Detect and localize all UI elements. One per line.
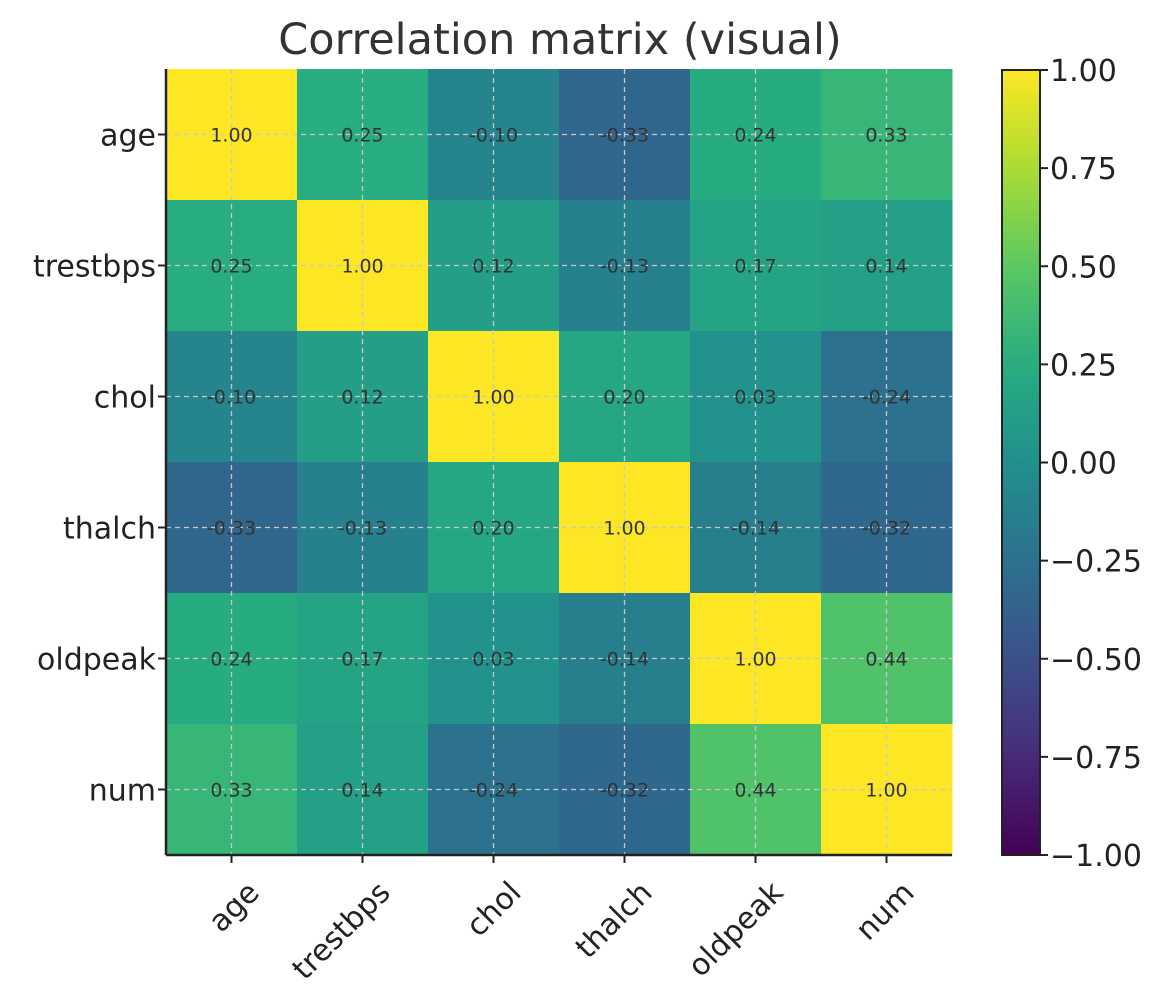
- y-tick-label: trestbps: [33, 250, 156, 285]
- cell-value-label: 0.20: [472, 518, 514, 540]
- colorbar-tick-label: −0.25: [1050, 545, 1142, 580]
- cell-value-label: 0.20: [603, 387, 645, 409]
- cell-value-label: -0.32: [862, 518, 911, 540]
- x-tick-label: num: [849, 875, 921, 947]
- chart-title: Correlation matrix (visual): [278, 15, 842, 65]
- heatmap-cell-trestbps-trestbps: [297, 200, 429, 332]
- cell-value-label: 0.14: [865, 256, 907, 278]
- cell-value-label: 0.44: [734, 780, 776, 802]
- colorbar-tick-label: −1.00: [1050, 839, 1142, 874]
- cell-value-label: 0.33: [210, 780, 252, 802]
- cell-value-label: 0.44: [865, 649, 907, 671]
- cell-value-label: -0.14: [731, 518, 780, 540]
- cell-value-label: -0.33: [207, 518, 256, 540]
- x-tick-label: oldpeak: [682, 875, 791, 984]
- x-tick-label: age: [202, 875, 266, 939]
- y-tick-label: oldpeak: [37, 643, 157, 678]
- x-tick-label: thalch: [569, 875, 660, 966]
- y-tick-label: num: [89, 774, 156, 809]
- x-tick-label: trestbps: [286, 875, 398, 987]
- cell-value-label: 0.14: [341, 780, 383, 802]
- cell-value-label: -0.24: [469, 780, 518, 802]
- cell-value-label: -0.10: [207, 387, 256, 409]
- colorbar-tick-label: −0.75: [1050, 741, 1142, 776]
- cell-value-label: -0.14: [600, 649, 649, 671]
- cell-value-label: 0.17: [341, 649, 383, 671]
- cell-value-label: 1.00: [734, 649, 776, 671]
- heatmap-grid: [166, 69, 952, 855]
- cell-value-label: 1.00: [472, 387, 514, 409]
- colorbar-tick-label: 1.00: [1050, 54, 1117, 89]
- cell-value-label: -0.10: [469, 125, 518, 147]
- cell-value-label: 1.00: [865, 780, 907, 802]
- cell-value-label: -0.24: [862, 387, 911, 409]
- cell-value-label: 0.25: [341, 125, 383, 147]
- cell-value-label: 0.03: [734, 387, 776, 409]
- colorbar-tick-label: 0.00: [1050, 447, 1117, 482]
- cell-value-label: 1.00: [210, 125, 252, 147]
- cell-value-label: 0.17: [734, 256, 776, 278]
- heatmap-cells: [166, 69, 953, 856]
- colorbar-tick-label: −0.50: [1050, 643, 1142, 678]
- y-tick-label: thalch: [63, 512, 156, 547]
- cell-value-label: 0.33: [865, 125, 907, 147]
- cell-value-label: 0.12: [341, 387, 383, 409]
- cell-value-label: 0.24: [210, 649, 252, 671]
- heatmap-cell-labels: 1.00 0.25 -0.10 -0.33 0.24 0.33 0.25 1.00 0.12 -0…: [207, 125, 911, 802]
- y-tick-label: chol: [94, 381, 156, 416]
- x-tick-label: chol: [460, 875, 529, 944]
- cell-value-label: -0.32: [600, 780, 649, 802]
- colorbar-gradient: [1001, 69, 1041, 856]
- cell-value-label: 0.03: [472, 649, 514, 671]
- cell-value-label: 0.24: [734, 125, 776, 147]
- colorbar-tick-label: 0.75: [1050, 152, 1117, 187]
- cell-value-label: 1.00: [341, 256, 383, 278]
- colorbar-tick-label: 0.50: [1050, 250, 1117, 285]
- y-tick-label: age: [100, 119, 156, 154]
- colorbar: 1.00 0.75 0.50 0.25 0.00 −0.25 −0.50 −0.75 −1.00: [1001, 54, 1142, 874]
- cell-value-label: -0.13: [338, 518, 387, 540]
- colorbar-tick-label: 0.25: [1050, 348, 1117, 383]
- cell-value-label: 0.25: [210, 256, 252, 278]
- cell-value-label: -0.13: [600, 256, 649, 278]
- cell-value-label: 0.12: [472, 256, 514, 278]
- cell-value-label: -0.33: [600, 125, 649, 147]
- cell-value-label: 1.00: [603, 518, 645, 540]
